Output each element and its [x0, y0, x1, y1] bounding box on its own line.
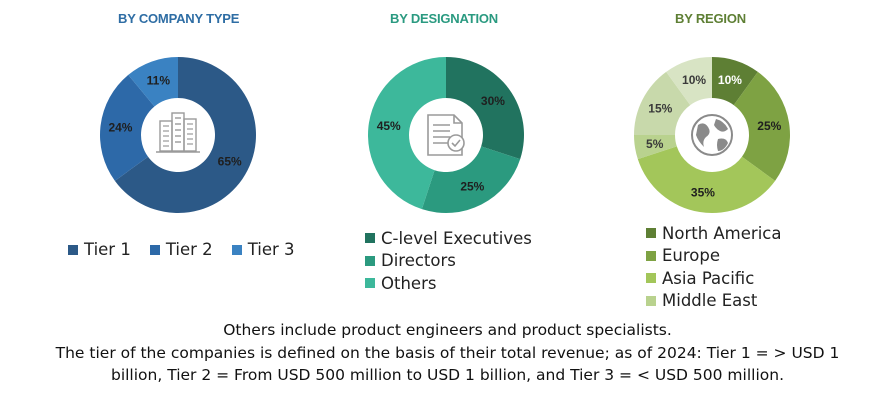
- legend-label: Asia Pacific: [662, 268, 755, 288]
- legend-item-tier-3: Tier 3: [231, 240, 295, 259]
- legend-swatch: [646, 228, 656, 239]
- legend-swatch: [68, 244, 78, 255]
- legend-label: North America: [662, 223, 782, 243]
- legend-item-c-level: C-level Executives: [365, 227, 532, 250]
- slice-other-region: [666, 57, 712, 106]
- slice-asia-pacific: [637, 146, 776, 214]
- footnote-line: The tier of the companies is defined on …: [55, 343, 840, 362]
- legend-swatch: [646, 250, 656, 261]
- company-type-legend: Tier 1 Tier 2 Tier 3: [68, 240, 314, 259]
- legend-label: Tier 3: [247, 240, 295, 259]
- legend-item-tier-1: Tier 1: [68, 240, 131, 259]
- data-label: 10%: [718, 73, 742, 87]
- legend-swatch: [231, 244, 242, 255]
- designation-title: BY DESIGNATION: [390, 11, 498, 26]
- slice-north-america: [712, 57, 758, 106]
- donut-center: [142, 99, 214, 171]
- legend-item-tier-2: Tier 2: [149, 240, 213, 259]
- slice-directors: [421, 146, 521, 213]
- legend-item-directors: Directors: [365, 250, 532, 273]
- slice-europe: [733, 71, 790, 181]
- legend-swatch: [365, 255, 375, 266]
- legend-swatch: [149, 244, 160, 255]
- legend-swatch: [646, 295, 656, 306]
- data-label: 24%: [108, 121, 132, 135]
- legend-item-europe: Europe: [646, 245, 781, 268]
- globe-icon: [691, 114, 733, 156]
- designation-donut: 30% 25% 45%: [368, 57, 524, 213]
- certificate-icon: [427, 114, 465, 156]
- data-label: 30%: [481, 94, 505, 108]
- legend-item-others: Others: [365, 272, 532, 295]
- donut-center: [410, 99, 482, 171]
- slice-latin-america: [634, 71, 691, 135]
- legend-swatch: [646, 273, 656, 284]
- data-label: 65%: [218, 154, 242, 168]
- legend-label: Tier 1: [84, 240, 131, 259]
- buildings-icon: [156, 112, 200, 153]
- data-label: 25%: [460, 180, 484, 194]
- legend-label: Others: [381, 273, 437, 293]
- legend-item-asia-pacific: Asia Pacific: [646, 267, 781, 290]
- footnotes: Others include product engineers and pro…: [0, 319, 895, 387]
- region-title: BY REGION: [675, 11, 746, 26]
- slice-others: [368, 57, 446, 210]
- data-label: 25%: [757, 119, 781, 133]
- legend-item-middle-east: Middle East: [646, 290, 781, 313]
- data-label: 45%: [377, 119, 401, 133]
- donut-center: [676, 99, 748, 171]
- data-label: 5%: [646, 137, 664, 151]
- slice-c-level-executives: [446, 57, 524, 160]
- slice-tier-3: [128, 57, 178, 107]
- footnote-line: Others include product engineers and pro…: [223, 321, 672, 339]
- legend-label: Directors: [381, 251, 456, 271]
- slice-tier-2: [100, 74, 155, 181]
- legend-label: Middle East: [662, 291, 758, 311]
- legend-label: C-level Executives: [381, 228, 532, 248]
- legend-item-north-america: North America: [646, 222, 781, 245]
- slice-tier-1: [114, 57, 257, 213]
- footnote-line: billion, Tier 2 = From USD 500 million t…: [110, 366, 784, 384]
- company-type-donut: 65% 24% 11%: [100, 57, 257, 213]
- legend-swatch: [365, 278, 375, 289]
- legend-label: Europe: [662, 246, 721, 266]
- data-label: 11%: [147, 73, 171, 87]
- slice-middle-east: [634, 135, 677, 160]
- company-type-title: BY COMPANY TYPE: [118, 11, 240, 26]
- designation-legend: C-level Executives Directors Others: [365, 227, 532, 295]
- region-legend: North America Europe Asia Pacific Middle…: [646, 222, 781, 312]
- region-donut: 10% 25% 35% 5% 15% 10%: [634, 57, 790, 214]
- legend-label: Tier 2: [165, 240, 213, 259]
- data-label: 35%: [691, 185, 715, 199]
- data-label: 15%: [648, 102, 672, 116]
- data-label: 10%: [682, 73, 706, 87]
- legend-swatch: [365, 233, 375, 244]
